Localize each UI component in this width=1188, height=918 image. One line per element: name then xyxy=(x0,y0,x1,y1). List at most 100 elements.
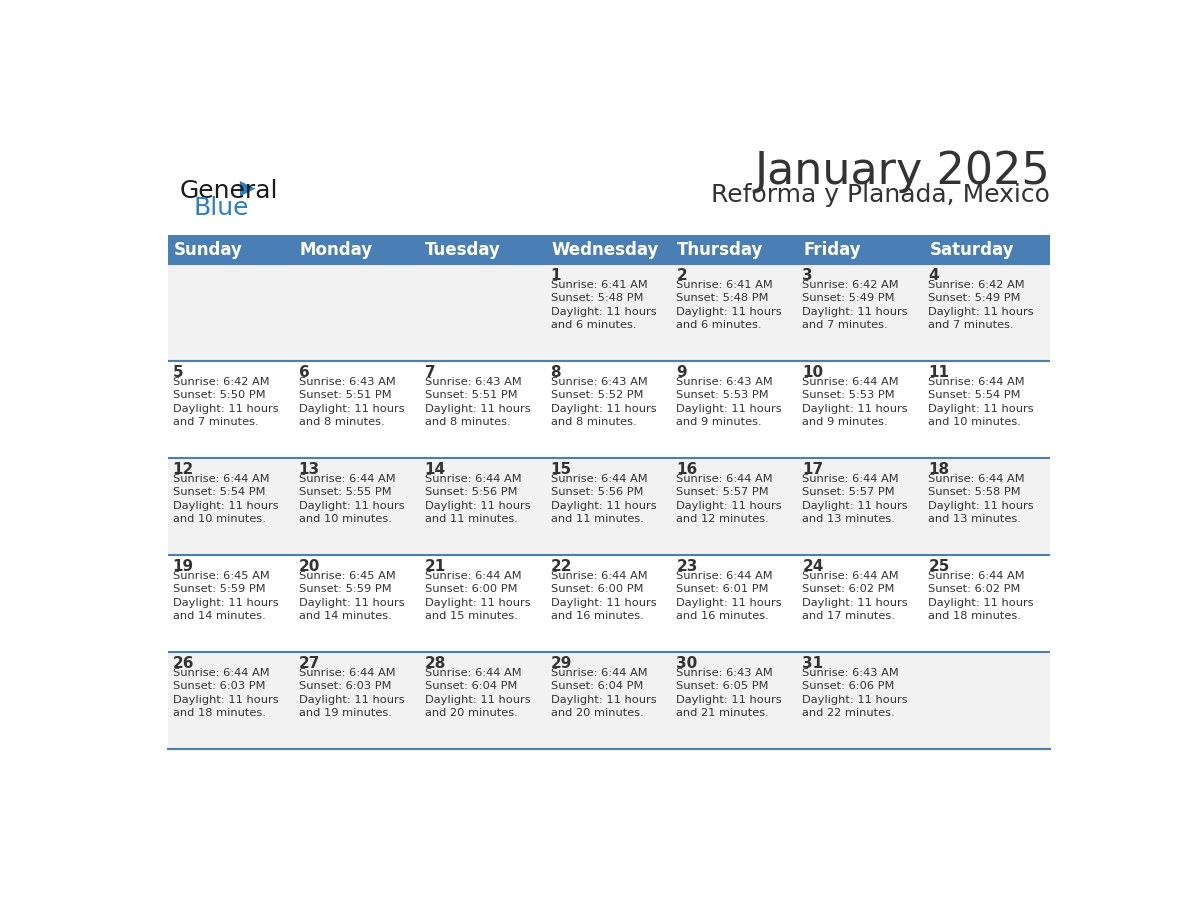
Text: 21: 21 xyxy=(424,559,446,574)
Text: Sunrise: 6:44 AM
Sunset: 6:01 PM
Daylight: 11 hours
and 16 minutes.: Sunrise: 6:44 AM Sunset: 6:01 PM Dayligh… xyxy=(676,571,782,621)
Bar xyxy=(798,235,924,264)
Text: 26: 26 xyxy=(172,656,194,671)
Text: Sunrise: 6:44 AM
Sunset: 5:58 PM
Daylight: 11 hours
and 13 minutes.: Sunrise: 6:44 AM Sunset: 5:58 PM Dayligh… xyxy=(929,474,1034,524)
Bar xyxy=(672,555,798,653)
Text: Sunrise: 6:44 AM
Sunset: 6:04 PM
Daylight: 11 hours
and 20 minutes.: Sunrise: 6:44 AM Sunset: 6:04 PM Dayligh… xyxy=(550,667,656,719)
Bar xyxy=(168,653,293,749)
Text: Sunday: Sunday xyxy=(173,241,242,259)
Text: Monday: Monday xyxy=(299,241,372,259)
Text: 25: 25 xyxy=(929,559,950,574)
Text: Sunrise: 6:44 AM
Sunset: 6:02 PM
Daylight: 11 hours
and 18 minutes.: Sunrise: 6:44 AM Sunset: 6:02 PM Dayligh… xyxy=(929,571,1034,621)
Bar xyxy=(419,235,545,264)
Text: 1: 1 xyxy=(550,268,561,283)
Text: Sunrise: 6:45 AM
Sunset: 5:59 PM
Daylight: 11 hours
and 14 minutes.: Sunrise: 6:45 AM Sunset: 5:59 PM Dayligh… xyxy=(172,571,278,621)
Text: Sunrise: 6:42 AM
Sunset: 5:50 PM
Daylight: 11 hours
and 7 minutes.: Sunrise: 6:42 AM Sunset: 5:50 PM Dayligh… xyxy=(172,376,278,428)
Text: 23: 23 xyxy=(676,559,697,574)
Text: Sunrise: 6:41 AM
Sunset: 5:48 PM
Daylight: 11 hours
and 6 minutes.: Sunrise: 6:41 AM Sunset: 5:48 PM Dayligh… xyxy=(550,280,656,330)
Text: January 2025: January 2025 xyxy=(754,151,1050,193)
Text: Sunrise: 6:45 AM
Sunset: 5:59 PM
Daylight: 11 hours
and 14 minutes.: Sunrise: 6:45 AM Sunset: 5:59 PM Dayligh… xyxy=(298,571,404,621)
Bar xyxy=(545,458,672,555)
Polygon shape xyxy=(240,181,255,196)
Text: Sunrise: 6:44 AM
Sunset: 6:02 PM
Daylight: 11 hours
and 17 minutes.: Sunrise: 6:44 AM Sunset: 6:02 PM Dayligh… xyxy=(802,571,908,621)
Text: Sunrise: 6:44 AM
Sunset: 6:00 PM
Daylight: 11 hours
and 15 minutes.: Sunrise: 6:44 AM Sunset: 6:00 PM Dayligh… xyxy=(424,571,530,621)
Bar xyxy=(545,264,672,361)
Text: 14: 14 xyxy=(424,462,446,477)
Text: Sunrise: 6:43 AM
Sunset: 5:53 PM
Daylight: 11 hours
and 9 minutes.: Sunrise: 6:43 AM Sunset: 5:53 PM Dayligh… xyxy=(676,376,782,428)
Text: 30: 30 xyxy=(676,656,697,671)
Text: 13: 13 xyxy=(298,462,320,477)
Bar xyxy=(798,555,924,653)
Bar xyxy=(419,264,545,361)
Text: 29: 29 xyxy=(550,656,571,671)
Text: Sunrise: 6:44 AM
Sunset: 5:55 PM
Daylight: 11 hours
and 10 minutes.: Sunrise: 6:44 AM Sunset: 5:55 PM Dayligh… xyxy=(298,474,404,524)
Text: Sunrise: 6:41 AM
Sunset: 5:48 PM
Daylight: 11 hours
and 6 minutes.: Sunrise: 6:41 AM Sunset: 5:48 PM Dayligh… xyxy=(676,280,782,330)
Text: Wednesday: Wednesday xyxy=(551,241,658,259)
Text: Sunrise: 6:43 AM
Sunset: 5:52 PM
Daylight: 11 hours
and 8 minutes.: Sunrise: 6:43 AM Sunset: 5:52 PM Dayligh… xyxy=(550,376,656,428)
Bar xyxy=(293,458,419,555)
Bar xyxy=(672,458,798,555)
Bar xyxy=(419,361,545,458)
Text: Sunrise: 6:44 AM
Sunset: 6:03 PM
Daylight: 11 hours
and 18 minutes.: Sunrise: 6:44 AM Sunset: 6:03 PM Dayligh… xyxy=(172,667,278,719)
Text: Sunrise: 6:44 AM
Sunset: 5:56 PM
Daylight: 11 hours
and 11 minutes.: Sunrise: 6:44 AM Sunset: 5:56 PM Dayligh… xyxy=(424,474,530,524)
Text: 10: 10 xyxy=(802,365,823,380)
Bar xyxy=(419,555,545,653)
Bar xyxy=(545,555,672,653)
Text: 12: 12 xyxy=(172,462,194,477)
Text: 3: 3 xyxy=(802,268,813,283)
Text: Sunrise: 6:43 AM
Sunset: 6:05 PM
Daylight: 11 hours
and 21 minutes.: Sunrise: 6:43 AM Sunset: 6:05 PM Dayligh… xyxy=(676,667,782,719)
Text: Blue: Blue xyxy=(194,196,249,220)
Text: 19: 19 xyxy=(172,559,194,574)
Bar xyxy=(672,653,798,749)
Bar xyxy=(293,235,419,264)
Bar xyxy=(293,555,419,653)
Text: Sunrise: 6:44 AM
Sunset: 6:03 PM
Daylight: 11 hours
and 19 minutes.: Sunrise: 6:44 AM Sunset: 6:03 PM Dayligh… xyxy=(298,667,404,719)
Text: Sunrise: 6:44 AM
Sunset: 5:54 PM
Daylight: 11 hours
and 10 minutes.: Sunrise: 6:44 AM Sunset: 5:54 PM Dayligh… xyxy=(929,376,1034,428)
Bar xyxy=(924,555,1050,653)
Text: Sunrise: 6:44 AM
Sunset: 6:00 PM
Daylight: 11 hours
and 16 minutes.: Sunrise: 6:44 AM Sunset: 6:00 PM Dayligh… xyxy=(550,571,656,621)
Text: 15: 15 xyxy=(550,462,571,477)
Text: Sunrise: 6:44 AM
Sunset: 5:53 PM
Daylight: 11 hours
and 9 minutes.: Sunrise: 6:44 AM Sunset: 5:53 PM Dayligh… xyxy=(802,376,908,428)
Text: 28: 28 xyxy=(424,656,446,671)
Bar xyxy=(168,555,293,653)
Text: Saturday: Saturday xyxy=(929,241,1013,259)
Bar xyxy=(293,361,419,458)
Bar xyxy=(924,235,1050,264)
Bar xyxy=(672,235,798,264)
Text: 2: 2 xyxy=(676,268,687,283)
Text: Sunrise: 6:43 AM
Sunset: 6:06 PM
Daylight: 11 hours
and 22 minutes.: Sunrise: 6:43 AM Sunset: 6:06 PM Dayligh… xyxy=(802,667,908,719)
Text: Sunrise: 6:43 AM
Sunset: 5:51 PM
Daylight: 11 hours
and 8 minutes.: Sunrise: 6:43 AM Sunset: 5:51 PM Dayligh… xyxy=(424,376,530,428)
Bar xyxy=(168,361,293,458)
Bar xyxy=(419,458,545,555)
Bar xyxy=(168,264,293,361)
Bar xyxy=(798,458,924,555)
Bar xyxy=(798,653,924,749)
Text: Sunrise: 6:44 AM
Sunset: 5:56 PM
Daylight: 11 hours
and 11 minutes.: Sunrise: 6:44 AM Sunset: 5:56 PM Dayligh… xyxy=(550,474,656,524)
Text: Sunrise: 6:44 AM
Sunset: 5:57 PM
Daylight: 11 hours
and 12 minutes.: Sunrise: 6:44 AM Sunset: 5:57 PM Dayligh… xyxy=(676,474,782,524)
Bar xyxy=(419,653,545,749)
Text: Sunrise: 6:42 AM
Sunset: 5:49 PM
Daylight: 11 hours
and 7 minutes.: Sunrise: 6:42 AM Sunset: 5:49 PM Dayligh… xyxy=(802,280,908,330)
Bar xyxy=(168,458,293,555)
Bar xyxy=(672,264,798,361)
Bar xyxy=(924,361,1050,458)
Text: Sunrise: 6:44 AM
Sunset: 6:04 PM
Daylight: 11 hours
and 20 minutes.: Sunrise: 6:44 AM Sunset: 6:04 PM Dayligh… xyxy=(424,667,530,719)
Text: 8: 8 xyxy=(550,365,561,380)
Bar xyxy=(672,361,798,458)
Text: 9: 9 xyxy=(676,365,687,380)
Bar xyxy=(798,264,924,361)
Text: 27: 27 xyxy=(298,656,320,671)
Text: Sunrise: 6:44 AM
Sunset: 5:54 PM
Daylight: 11 hours
and 10 minutes.: Sunrise: 6:44 AM Sunset: 5:54 PM Dayligh… xyxy=(172,474,278,524)
Text: 6: 6 xyxy=(298,365,309,380)
Bar xyxy=(293,264,419,361)
Text: Thursday: Thursday xyxy=(677,241,764,259)
Text: Sunrise: 6:43 AM
Sunset: 5:51 PM
Daylight: 11 hours
and 8 minutes.: Sunrise: 6:43 AM Sunset: 5:51 PM Dayligh… xyxy=(298,376,404,428)
Bar xyxy=(545,235,672,264)
Bar xyxy=(545,653,672,749)
Text: General: General xyxy=(179,179,278,204)
Text: 20: 20 xyxy=(298,559,320,574)
Text: 18: 18 xyxy=(929,462,949,477)
Text: 7: 7 xyxy=(424,365,435,380)
Bar xyxy=(924,264,1050,361)
Text: 16: 16 xyxy=(676,462,697,477)
Bar xyxy=(798,361,924,458)
Text: Sunrise: 6:42 AM
Sunset: 5:49 PM
Daylight: 11 hours
and 7 minutes.: Sunrise: 6:42 AM Sunset: 5:49 PM Dayligh… xyxy=(929,280,1034,330)
